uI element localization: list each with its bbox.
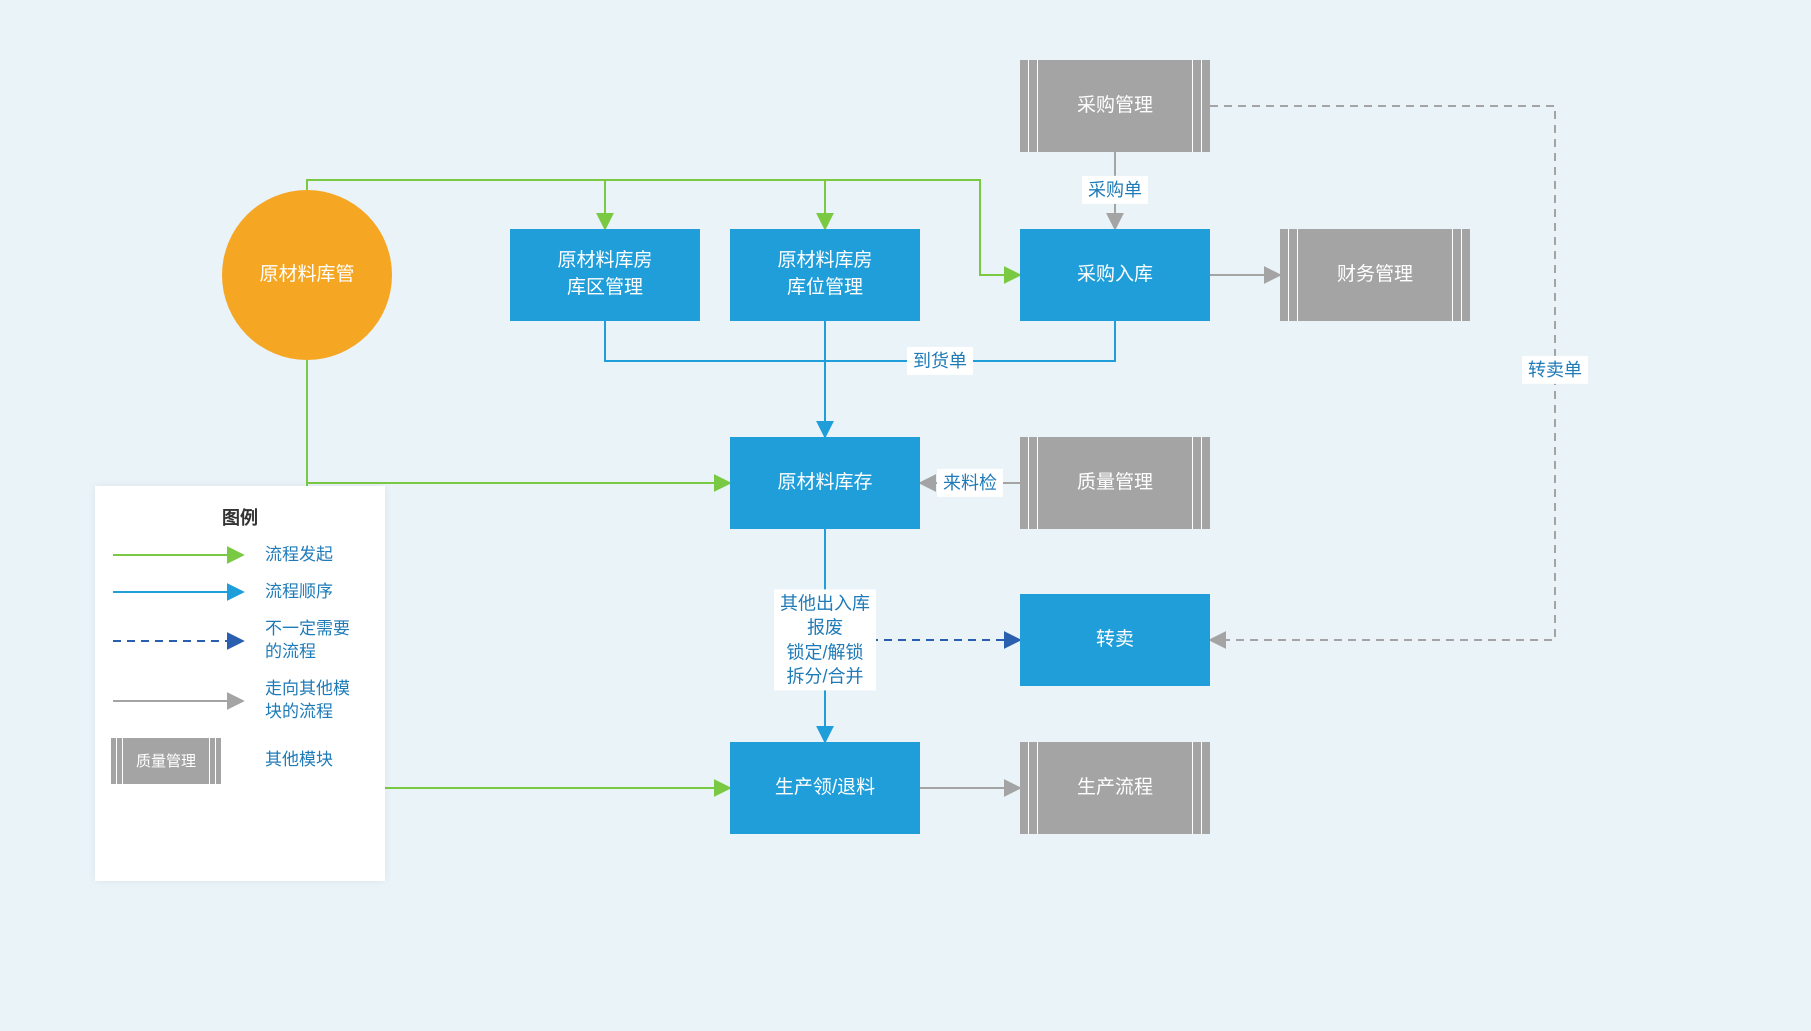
edge-label-e_gray_qc_inv: 来料检 (937, 469, 1003, 497)
node-purchase_in: 采购入库 (1020, 229, 1210, 321)
node-label: 转卖 (1096, 627, 1134, 654)
node-finance: 财务管理 (1280, 229, 1470, 321)
node-label: 采购管理 (1077, 93, 1153, 120)
legend-text: 流程顺序 (265, 581, 333, 604)
node-label: 采购入库 (1077, 262, 1153, 289)
node-inventory: 原材料库存 (730, 437, 920, 529)
legend-row: 流程顺序 (111, 581, 369, 604)
node-zone_mgmt: 原材料库房 库区管理 (510, 229, 700, 321)
flowchart-canvas: 原材料库管 原材料库房 库区管理 原材料库房 库位管理 采购入库原材料库存转卖生产领/… (0, 0, 1811, 1031)
edge-label-e_gray_po_down: 采购单 (1082, 176, 1148, 204)
legend-text: 流程发起 (265, 544, 333, 567)
legend-title: 图例 (111, 504, 369, 530)
legend-row: 质量管理 其他模块 (111, 738, 369, 784)
legend-row: 不一定需要 的流程 (111, 618, 369, 664)
legend-row: 走向其他模 块的流程 (111, 678, 369, 724)
node-label: 质量管理 (1077, 470, 1153, 497)
node-purch_mgmt: 采购管理 (1020, 60, 1210, 152)
node-label: 原材料库房 库区管理 (557, 248, 652, 301)
node-resale: 转卖 (1020, 594, 1210, 686)
legend-module-box: 质量管理 (111, 738, 221, 784)
node-loc_mgmt: 原材料库房 库位管理 (730, 229, 920, 321)
legend-text: 不一定需要 的流程 (265, 618, 350, 664)
node-label: 原材料库房 库位管理 (777, 248, 872, 301)
node-label: 生产领/退料 (775, 775, 875, 802)
legend-panel: 图例流程发起流程顺序不一定需要 的流程走向其他模 块的流程质量管理 其他模块 (95, 486, 385, 881)
node-quality: 质量管理 (1020, 437, 1210, 529)
edge-e_dash_po_right (1210, 106, 1555, 640)
node-label: 原材料库管 (259, 262, 354, 289)
edge-label-e_dash_po_right: 转卖单 (1522, 356, 1588, 384)
node-label: 财务管理 (1337, 262, 1413, 289)
edge-label-e_teal_purch_down: 到货单 (907, 347, 973, 375)
edge-label-e_teal_inv_down: 其他出入库 报废 锁定/解锁 拆分/合并 (774, 589, 876, 690)
node-label: 生产流程 (1077, 775, 1153, 802)
edge-e_teal_zone_down (605, 321, 825, 361)
node-circle_start: 原材料库管 (222, 190, 392, 360)
legend-row: 流程发起 (111, 544, 369, 567)
edge-e_green_loc (605, 180, 825, 229)
legend-text: 其他模块 (265, 749, 333, 772)
node-issue_return: 生产领/退料 (730, 742, 920, 834)
legend-text: 走向其他模 块的流程 (265, 678, 350, 724)
node-prod_flow: 生产流程 (1020, 742, 1210, 834)
node-label: 原材料库存 (777, 470, 872, 497)
